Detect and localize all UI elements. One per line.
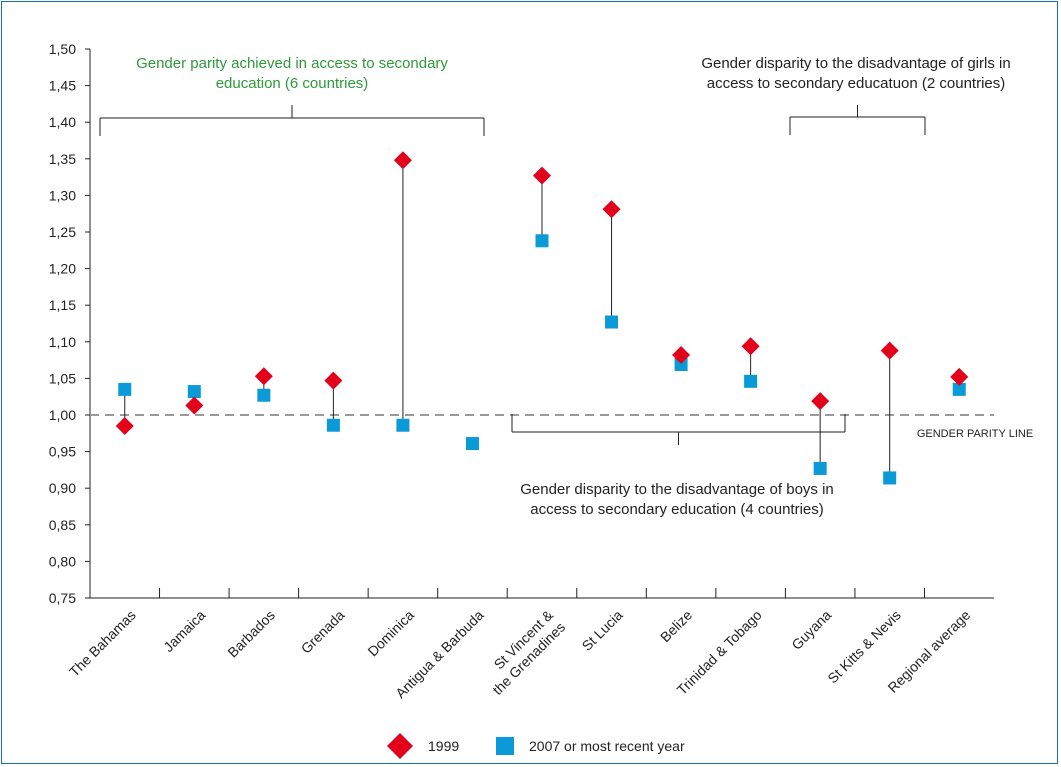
- annotation-line: Gender parity achieved in access to seco…: [136, 55, 448, 72]
- marker-2007-square: [396, 418, 410, 432]
- x-tick-label: The Bahamas: [66, 607, 139, 680]
- annotation-3: Gender disparity to the disadvantage of …: [520, 481, 834, 518]
- brackets-group: [99, 105, 926, 445]
- y-tick-label: 1,40: [49, 114, 76, 130]
- y-tick-label: 1,10: [49, 334, 76, 350]
- marker-1999-diamond: [115, 416, 134, 435]
- y-tick-label: 1,50: [49, 41, 76, 57]
- y-tick-label: 1,30: [49, 187, 76, 203]
- legend-1999-swatch: [387, 733, 413, 759]
- annotation-1: Gender parity achieved in access to seco…: [136, 55, 448, 92]
- marker-2007-square: [674, 357, 688, 371]
- y-tick-label: 1,05: [49, 370, 76, 386]
- marker-2007-square: [883, 471, 897, 485]
- legend-group: 1999 2007 or most recent year: [387, 733, 685, 759]
- marker-2007-square: [187, 385, 201, 399]
- x-tick-label-line: Guyana: [788, 607, 834, 653]
- x-tick-label-line: Grenada: [298, 607, 348, 657]
- annotation-line: access to secondary education (4 countri…: [530, 501, 824, 518]
- marker-1999-diamond: [254, 367, 273, 386]
- marker-2007-square: [952, 382, 966, 396]
- marker-1999-diamond: [880, 341, 899, 360]
- x-tick-label: Dominica: [364, 607, 417, 660]
- marker-1999-diamond: [811, 392, 830, 411]
- marker-1999-diamond: [741, 337, 760, 356]
- annotation-line: Gender disparity to the disadvantage of …: [520, 481, 834, 498]
- x-tick-label-line: St Kitts & Nevis: [824, 607, 904, 687]
- marker-2007-square: [605, 315, 619, 329]
- y-tick-label: 1,45: [49, 78, 76, 94]
- marker-2007-square: [118, 382, 132, 396]
- x-tick-label-line: Jamaica: [160, 607, 208, 655]
- y-tick-label: 1,35: [49, 151, 76, 167]
- annotation-2: Gender disparity to the disadvantage of …: [701, 55, 1010, 92]
- x-tick-label: St Lucia: [579, 607, 626, 654]
- y-tick-label: 1,20: [49, 261, 76, 277]
- marker-1999-diamond: [185, 396, 204, 415]
- annotation-line: education (6 countries): [216, 75, 369, 92]
- markers-group: [115, 151, 969, 485]
- labels-group: Gender parity achieved in access to seco…: [136, 55, 1011, 518]
- marker-1999-diamond: [533, 166, 551, 185]
- marker-2007-square: [257, 388, 271, 402]
- y-tick-label: 0,75: [49, 590, 76, 606]
- marker-2007-square: [326, 418, 340, 432]
- x-tick-label-line: Dominica: [364, 607, 417, 660]
- marker-1999-diamond: [950, 367, 969, 386]
- y-tick-label: 1,15: [49, 297, 76, 313]
- y-tick-label: 0,85: [49, 517, 76, 533]
- marker-1999-diamond: [393, 151, 412, 170]
- y-tick-label: 1,25: [49, 224, 76, 240]
- y-tick-label: 0,80: [49, 553, 76, 569]
- x-tick-label-line: Belize: [657, 607, 695, 645]
- y-tick-label: 0,95: [49, 444, 76, 460]
- x-tick-label-line: St Lucia: [579, 607, 626, 654]
- x-tick-label: Belize: [657, 607, 695, 645]
- marker-2007-square: [465, 437, 479, 451]
- x-tick-label: Guyana: [788, 607, 834, 653]
- x-tick-label: Grenada: [298, 607, 348, 657]
- y-tick-label: 0,90: [49, 480, 76, 496]
- legend-2007-label: 2007 or most recent year: [529, 738, 685, 754]
- x-tick-label: Barbados: [224, 607, 278, 661]
- marker-1999-diamond: [324, 371, 343, 390]
- x-tick-label: St Kitts & Nevis: [824, 607, 904, 687]
- legend-2007-swatch: [496, 737, 514, 755]
- annotation-line: access to secondary educatuon (2 countri…: [707, 75, 1006, 92]
- marker-2007-square: [744, 374, 758, 388]
- axes-group: 0,75 0,80 0,85 0,90 0,95 1,00 1,05 1,10 1,15 1,20…: [49, 41, 994, 701]
- y-tick-label: 1,00: [49, 407, 76, 423]
- marker-2007-square: [535, 234, 549, 248]
- x-tick-label-line: Barbados: [224, 607, 278, 661]
- annotation-line: Gender disparity to the disadvantage of …: [701, 55, 1010, 72]
- marker-1999-diamond: [672, 345, 691, 364]
- gender-parity-label: GENDER PARITY LINE: [917, 428, 1033, 440]
- parity-line-group: GENDER PARITY LINE: [90, 414, 1033, 440]
- marker-2007-square: [813, 461, 827, 475]
- x-tick-label: Jamaica: [160, 607, 208, 655]
- x-tick-label-line: The Bahamas: [66, 607, 139, 680]
- legend-1999-label: 1999: [428, 738, 459, 754]
- connectors-group: [124, 160, 960, 478]
- x-tick-label: St Vincent &the Grenadines: [477, 606, 568, 697]
- marker-1999-diamond: [602, 200, 621, 219]
